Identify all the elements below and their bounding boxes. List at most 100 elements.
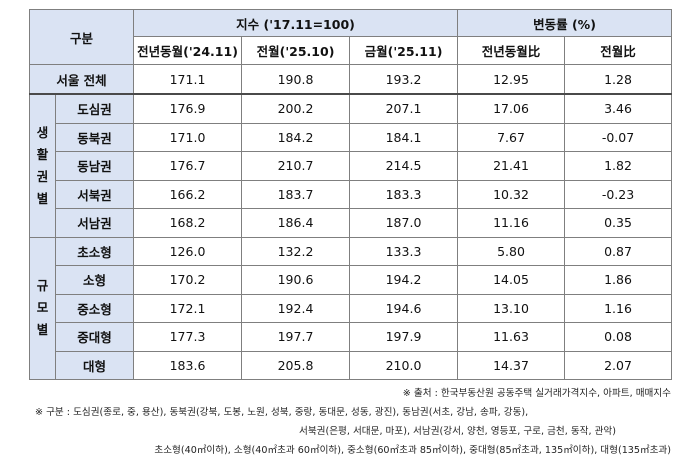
- cell-yoy-rate: 12.95: [457, 64, 566, 95]
- header-mom-rate: 전월比: [564, 36, 673, 65]
- cell-mom-rate: -0.23: [564, 179, 673, 209]
- header-row-2: 전년동월('24.11) 전월('25.10) 금월('25.11) 전년동월比…: [30, 36, 673, 65]
- row-label: 소형: [54, 265, 135, 295]
- cell-yoy-rate: 11.16: [457, 208, 566, 238]
- cell-mom-rate: 0.35: [564, 208, 673, 238]
- group-label-char: 권: [36, 168, 49, 184]
- table-row: 중소형 172.1 192.4 194.6 13.10 1.16: [30, 293, 673, 323]
- cell-yoy-rate: 14.05: [457, 265, 566, 295]
- cell-yoy-month: 176.9: [133, 93, 243, 124]
- row-label: 서울 전체: [28, 64, 135, 95]
- row-label: 대형: [54, 350, 135, 380]
- table-row: 동북권 171.0 184.2 184.1 7.67 -0.07: [30, 122, 673, 152]
- cell-yoy-rate: 17.06: [457, 93, 566, 124]
- table-row: 중대형 177.3 197.7 197.9 11.63 0.08: [30, 322, 673, 352]
- row-label: 서북권: [54, 179, 135, 209]
- cell-mom-rate: 1.82: [564, 151, 673, 181]
- cell-mom-rate: 2.07: [564, 350, 673, 380]
- group-label-char: 별: [36, 322, 49, 338]
- cell-yoy-month: 170.2: [133, 265, 243, 295]
- cell-prev-month: 184.2: [241, 122, 351, 152]
- table-row-seoul-total: 서울 전체 171.1 190.8 193.2 12.95 1.28: [28, 64, 673, 95]
- cell-yoy-month: 171.0: [133, 122, 243, 152]
- cell-this-month: 184.1: [349, 122, 459, 152]
- cell-mom-rate: 0.87: [564, 236, 673, 266]
- cell-prev-month: 210.7: [241, 151, 351, 181]
- cell-yoy-month: 176.7: [133, 151, 243, 181]
- cell-prev-month: 205.8: [241, 350, 351, 380]
- cell-prev-month: 190.6: [241, 265, 351, 295]
- size-note: 초소형(40㎡이하), 소형(40㎡초과 60㎡이하), 중소형(60㎡초과 8…: [154, 445, 671, 456]
- apartment-price-index-table: 구분 지수 ('17.11=100) 변동률 (%) 전년동월('24.11) …: [28, 9, 673, 380]
- cell-this-month: 207.1: [349, 93, 459, 124]
- page: 구분 지수 ('17.11=100) 변동률 (%) 전년동월('24.11) …: [28, 9, 673, 460]
- cell-mom-rate: 1.28: [564, 64, 673, 95]
- row-label: 동남권: [54, 151, 135, 181]
- cell-yoy-month: 171.1: [133, 64, 243, 95]
- cell-yoy-month: 183.6: [133, 350, 243, 380]
- header-yoy-month: 전년동월('24.11): [133, 36, 243, 65]
- table-row: 규 모 별 초소형 126.0 132.2 133.3 5.80 0.87: [29, 236, 673, 380]
- table-row: 동남권 176.7 210.7 214.5 21.41 1.82: [30, 151, 673, 181]
- header-row-1: 구분 지수 ('17.11=100) 변동률 (%): [28, 9, 673, 65]
- row-label: 동북권: [54, 122, 135, 152]
- cell-prev-month: 200.2: [241, 93, 351, 124]
- cell-yoy-month: 126.0: [133, 236, 243, 266]
- cell-this-month: 210.0: [349, 350, 459, 380]
- table-row: 서남권 168.2 186.4 187.0 11.16 0.35: [30, 208, 673, 238]
- group-label-char: 생: [36, 124, 49, 140]
- cell-prev-month: 186.4: [241, 208, 351, 238]
- header-index-group: 지수 ('17.11=100): [133, 9, 459, 37]
- header-this-month: 금월('25.11): [349, 36, 459, 65]
- table-row: 대형 183.6 205.8 210.0 14.37 2.07: [30, 350, 673, 380]
- header-prev-month: 전월('25.10): [241, 36, 351, 65]
- cell-this-month: 183.3: [349, 179, 459, 209]
- group-label-size: 규 모 별: [29, 236, 56, 380]
- cell-mom-rate: 0.08: [564, 322, 673, 352]
- cell-mom-rate: 3.46: [564, 93, 673, 124]
- row-label: 도심권: [54, 93, 135, 124]
- row-label: 중대형: [54, 322, 135, 352]
- cell-this-month: 214.5: [349, 151, 459, 181]
- group-label-char: 규: [36, 278, 49, 294]
- cell-this-month: 197.9: [349, 322, 459, 352]
- group-label-living-zone: 생 활 권 별: [29, 93, 56, 238]
- cell-mom-rate: 1.16: [564, 293, 673, 323]
- group-label-char: 별: [36, 190, 49, 206]
- row-label: 서남권: [54, 208, 135, 238]
- header-yoy-rate: 전년동월比: [457, 36, 566, 65]
- cell-this-month: 133.3: [349, 236, 459, 266]
- cell-yoy-rate: 13.10: [457, 293, 566, 323]
- cell-yoy-rate: 5.80: [457, 236, 566, 266]
- cell-this-month: 194.6: [349, 293, 459, 323]
- row-label: 초소형: [54, 236, 135, 266]
- row-label: 중소형: [54, 293, 135, 323]
- table-row: 서북권 166.2 183.7 183.3 10.32 -0.23: [30, 179, 673, 209]
- header-category: 구분: [28, 9, 135, 65]
- group-label-char: 활: [36, 146, 49, 162]
- cell-mom-rate: 1.86: [564, 265, 673, 295]
- group-label-char: 모: [36, 300, 49, 316]
- cell-prev-month: 132.2: [241, 236, 351, 266]
- cell-prev-month: 190.8: [241, 64, 351, 95]
- table-row: 생 활 권 별 도심권 176.9 200.2 207.1 17.06 3.46: [29, 93, 673, 238]
- cell-yoy-month: 168.2: [133, 208, 243, 238]
- cell-this-month: 193.2: [349, 64, 459, 95]
- footnotes: ※ 출처 : 한국부동산원 공동주택 실거래가격지수, 아파트, 매매지수 ※ …: [29, 384, 671, 460]
- cell-prev-month: 192.4: [241, 293, 351, 323]
- cell-yoy-month: 177.3: [133, 322, 243, 352]
- cell-mom-rate: -0.07: [564, 122, 673, 152]
- table-row: 소형 170.2 190.6 194.2 14.05 1.86: [30, 265, 673, 295]
- cell-prev-month: 197.7: [241, 322, 351, 352]
- cell-yoy-rate: 11.63: [457, 322, 566, 352]
- cell-yoy-month: 166.2: [133, 179, 243, 209]
- cell-yoy-month: 172.1: [133, 293, 243, 323]
- cell-this-month: 187.0: [349, 208, 459, 238]
- cell-prev-month: 183.7: [241, 179, 351, 209]
- region-note: ※ 구분 : 도심권(종로, 중, 용산), 동북권(강북, 도봉, 노원, 성…: [35, 407, 529, 418]
- cell-this-month: 194.2: [349, 265, 459, 295]
- cell-yoy-rate: 7.67: [457, 122, 566, 152]
- region-note-continued: 서북권(은평, 서대문, 마포), 서남권(강서, 양천, 영등포, 구로, 금…: [299, 426, 616, 437]
- cell-yoy-rate: 10.32: [457, 179, 566, 209]
- cell-yoy-rate: 21.41: [457, 151, 566, 181]
